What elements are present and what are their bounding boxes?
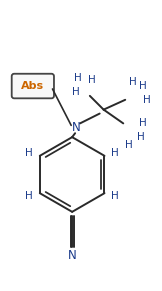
FancyBboxPatch shape xyxy=(12,74,54,98)
Text: H: H xyxy=(111,191,119,201)
Text: H: H xyxy=(129,77,137,87)
Text: H: H xyxy=(125,140,133,150)
Text: H: H xyxy=(137,132,145,142)
Text: H: H xyxy=(139,118,147,128)
Text: N: N xyxy=(68,249,76,262)
Text: H: H xyxy=(72,87,80,97)
Text: H: H xyxy=(74,73,82,83)
Text: H: H xyxy=(139,81,147,91)
Text: N: N xyxy=(72,121,81,134)
Text: H: H xyxy=(111,148,119,158)
Text: Abs: Abs xyxy=(21,81,44,91)
Text: H: H xyxy=(25,148,33,158)
Text: H: H xyxy=(25,191,33,201)
Text: H: H xyxy=(143,95,151,105)
Text: H: H xyxy=(88,75,96,85)
